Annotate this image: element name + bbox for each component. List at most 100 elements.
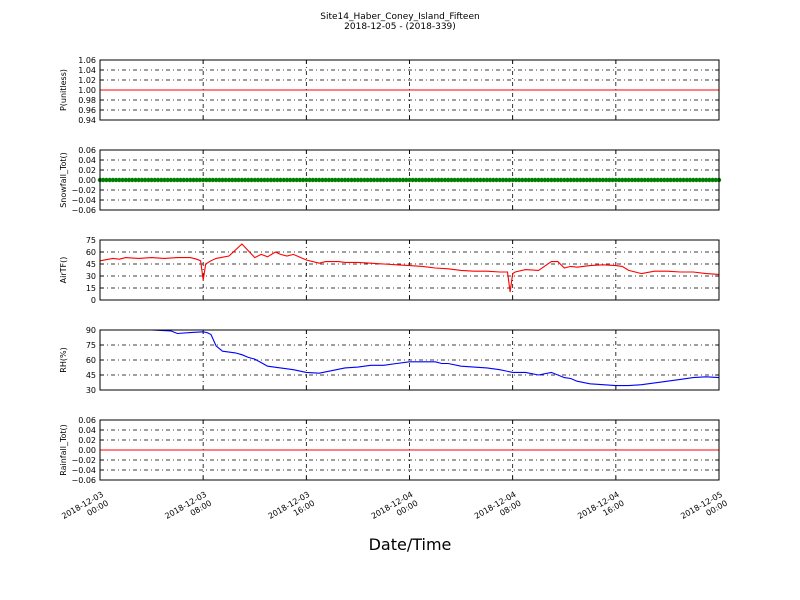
data-point	[694, 177, 699, 183]
x-tick-label: 2018-12-0416:00	[576, 490, 626, 530]
data-point	[687, 177, 693, 183]
data-point	[436, 177, 441, 183]
y-tick-label: 90	[86, 326, 96, 335]
data-point	[710, 177, 715, 183]
data-point	[629, 177, 635, 183]
y-tick-label: 0.00	[78, 446, 96, 455]
data-point	[384, 177, 390, 183]
y-tick-label: 0.02	[78, 166, 96, 175]
data-point	[471, 177, 477, 183]
data-point	[130, 177, 135, 183]
y-tick-label: 1.00	[78, 86, 96, 95]
data-point	[545, 177, 551, 183]
data-point	[581, 177, 586, 183]
data-point	[487, 177, 493, 183]
data-point	[691, 177, 696, 183]
x-tick-label: 2018-12-0316:00	[267, 490, 317, 530]
y-tick-label: −0.02	[71, 456, 96, 465]
data-point	[201, 177, 206, 183]
axes-frame	[99, 59, 720, 121]
data-point	[597, 177, 602, 183]
data-point	[233, 177, 238, 183]
data-point	[368, 177, 373, 183]
data-point	[600, 177, 606, 183]
data-point	[358, 177, 364, 183]
data-point	[665, 177, 670, 183]
data-point	[571, 177, 577, 183]
data-point	[636, 177, 641, 183]
data-point	[529, 177, 535, 183]
data-point	[107, 177, 112, 183]
data-point	[246, 177, 251, 183]
data-point	[394, 177, 399, 183]
data-point	[197, 177, 203, 183]
data-point	[568, 177, 573, 183]
data-point	[133, 177, 138, 183]
data-point	[284, 177, 290, 183]
data-point	[439, 177, 444, 183]
data-point	[271, 177, 277, 183]
data-point	[626, 177, 631, 183]
data-point	[697, 177, 702, 183]
y-axis-label: P(unitless)	[59, 69, 68, 111]
data-point	[142, 177, 148, 183]
data-point	[533, 177, 538, 183]
panel-3: 0 15 30 45 60 75 AirTF()	[59, 236, 720, 305]
data-point	[220, 177, 225, 183]
y-tick-label: −0.04	[71, 196, 96, 205]
data-point	[633, 177, 638, 183]
panel-2: −0.06−0.04−0.020.000.020.040.06 Snowfall_…	[59, 146, 722, 215]
data-point	[516, 177, 522, 183]
data-point	[362, 177, 367, 183]
data-point	[184, 177, 190, 183]
y-tick-label: 75	[86, 236, 96, 245]
data-point	[652, 177, 657, 183]
panel-4: 30 45 60 75 90 RH(%)	[59, 326, 720, 395]
data-point	[429, 177, 435, 183]
y-tick-label: 0.02	[78, 436, 96, 445]
x-axis-label: Date/Time	[369, 535, 452, 554]
data-point	[165, 177, 170, 183]
data-point	[255, 177, 261, 183]
data-point	[204, 177, 209, 183]
series-line	[99, 243, 720, 293]
data-point	[674, 177, 680, 183]
data-point	[313, 177, 319, 183]
x-tick-label: 2018-12-0300:00	[60, 490, 110, 530]
data-point	[268, 177, 274, 183]
data-point	[375, 177, 380, 183]
data-point	[168, 177, 174, 183]
data-point	[574, 177, 580, 183]
y-tick-label: −0.06	[71, 206, 96, 215]
data-point	[126, 177, 132, 183]
data-point	[110, 177, 116, 183]
data-point	[371, 177, 377, 183]
data-point	[355, 177, 361, 183]
data-point	[562, 177, 567, 183]
data-point	[310, 177, 315, 183]
data-point	[120, 177, 125, 183]
data-point	[101, 177, 106, 183]
data-point	[455, 177, 461, 183]
data-point	[294, 177, 299, 183]
data-point	[500, 177, 506, 183]
y-tick-label: 1.06	[78, 56, 96, 65]
axes-frame	[99, 419, 720, 481]
data-point	[400, 177, 406, 183]
data-point	[481, 177, 486, 183]
data-point	[613, 177, 618, 183]
data-point	[604, 177, 609, 183]
y-tick-label: 60	[86, 356, 96, 365]
data-point	[230, 177, 235, 183]
data-point	[620, 177, 625, 183]
data-point	[536, 177, 541, 183]
data-point	[346, 177, 351, 183]
data-point	[678, 177, 683, 183]
data-point	[239, 177, 245, 183]
data-point	[188, 177, 193, 183]
data-point	[336, 177, 341, 183]
data-point	[281, 177, 286, 183]
data-point	[291, 177, 296, 183]
data-point	[478, 177, 483, 183]
data-point	[207, 177, 212, 183]
